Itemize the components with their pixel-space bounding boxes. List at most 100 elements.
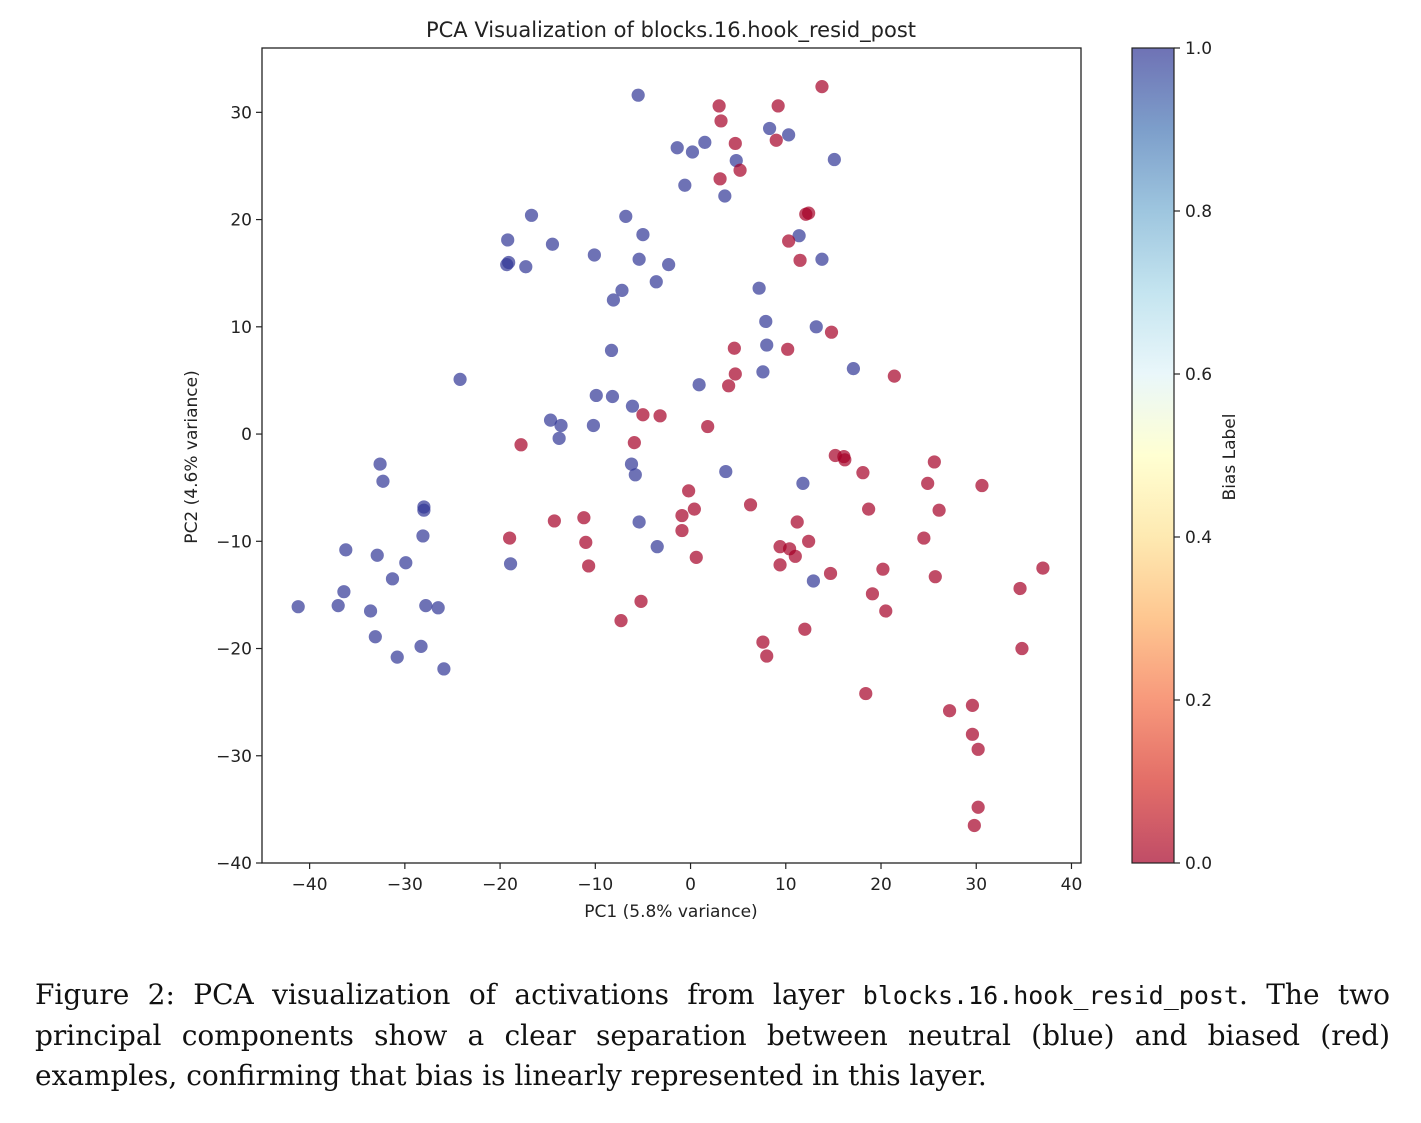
point-biased [798,622,812,636]
point-biased [975,478,989,493]
point-biased [1015,641,1029,656]
point-neutral [650,540,664,554]
point-neutral [636,227,650,242]
point-biased [722,379,736,393]
point-biased [967,818,981,833]
colorbar [1131,47,1175,864]
point-neutral [417,503,431,517]
x-tick-label: 20 [870,875,892,895]
colorbar-tick-label: 0.4 [1185,528,1212,548]
y-tick-label: 0 [241,425,252,445]
point-neutral [554,418,568,433]
point-biased [727,341,741,355]
point-neutral [846,362,860,376]
point-neutral [615,283,629,297]
point-neutral [809,320,823,334]
point-neutral [762,121,777,136]
point-neutral [552,431,566,445]
point-neutral [524,208,539,222]
x-tick-label: 30 [965,875,987,895]
point-biased [756,635,770,649]
point-neutral [662,258,676,272]
point-biased [932,503,946,517]
point-biased [862,502,876,516]
colorbar-label: Bias Label [1220,414,1240,501]
point-biased [927,455,941,469]
point-biased [782,234,796,248]
point-biased [788,549,802,563]
point-biased [687,502,701,516]
point-neutral [631,88,645,102]
point-neutral [649,275,663,289]
colorbar-tick-label: 0.8 [1185,202,1212,222]
point-neutral [589,388,603,403]
point-biased [614,614,628,628]
x-tick-label: −20 [482,875,518,895]
x-tick-label: 10 [775,875,797,895]
point-biased [865,587,880,601]
point-neutral [752,281,766,295]
point-biased [928,570,942,584]
point-biased [577,511,591,525]
point-biased [824,325,839,339]
point-neutral [670,141,684,155]
point-biased [579,535,593,549]
point-biased [965,727,980,741]
point-neutral [502,255,516,270]
point-neutral [368,630,382,644]
point-neutral [586,418,601,433]
point-neutral [363,604,378,618]
point-biased [921,476,935,490]
point-neutral [370,548,384,562]
point-neutral [331,599,345,613]
colorbar-tick-label: 0.0 [1185,854,1212,874]
point-neutral [678,178,692,192]
point-neutral [519,260,533,274]
point-biased [887,369,901,383]
point-neutral [719,464,733,479]
point-neutral [545,237,560,251]
point-biased [838,453,852,467]
point-biased [1036,561,1050,575]
point-biased [728,136,742,151]
colorbar-tick-label: 1.0 [1185,39,1212,59]
point-neutral [503,557,518,571]
point-neutral [628,468,642,482]
point-neutral [796,476,810,490]
y-tick-label: −10 [216,532,252,552]
point-biased [713,172,727,186]
point-biased [675,508,689,523]
point-biased [781,342,795,356]
point-neutral [605,389,620,404]
colorbar-ticks: 0.0 0.2 0.4 0.6 0.8 1.0 [1174,39,1212,874]
point-biased [823,566,838,581]
point-neutral [606,293,621,307]
y-tick-label: 10 [230,318,252,338]
point-biased [634,594,648,608]
point-biased [859,686,873,701]
point-neutral [815,252,829,266]
chart-title: PCA Visualization of blocks.16.hook_resi… [426,18,916,43]
caption-suffix: . The two principal components show a cl… [35,978,1390,1092]
point-biased [712,99,726,113]
point-biased [653,409,667,423]
point-neutral [759,314,773,329]
point-neutral [806,574,820,588]
point-biased [733,163,747,177]
x-axis-label: PC1 (5.8% variance) [584,902,757,922]
scatter-points [291,80,1050,833]
point-neutral [625,399,640,413]
point-neutral [756,365,770,379]
point-neutral [390,650,404,664]
x-tick-label: −30 [387,875,423,895]
point-neutral [698,135,712,149]
point-biased [514,438,528,452]
point-biased [879,604,893,618]
point-neutral [692,378,706,392]
point-biased [971,742,985,756]
point-biased [675,523,689,538]
figure-caption: Figure 2: PCA visualization of activatio… [35,975,1390,1096]
point-neutral [632,252,646,266]
point-neutral [453,372,467,386]
point-biased [856,466,870,480]
